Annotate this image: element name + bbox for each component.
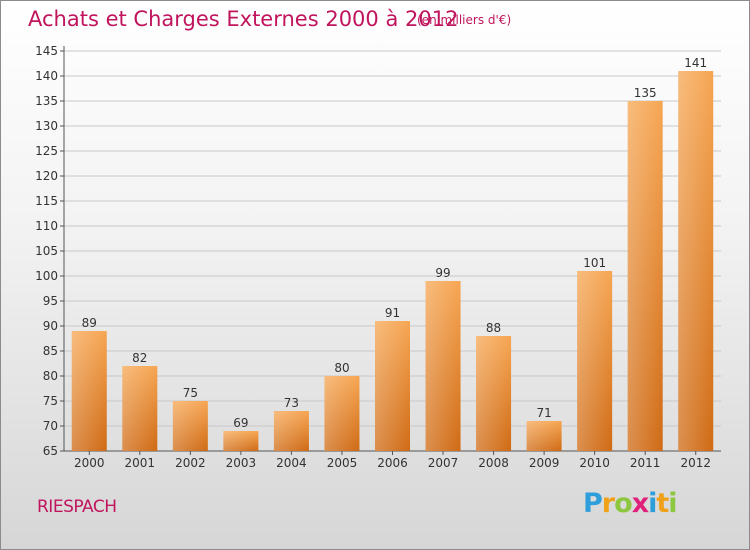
bar-value-label: 69 xyxy=(233,416,248,430)
bar-value-label: 135 xyxy=(634,86,657,100)
bar-highlight xyxy=(577,271,613,451)
bar-highlight xyxy=(476,336,512,451)
y-tick-label: 65 xyxy=(43,444,58,458)
proxiti-logo[interactable]: Proxiti xyxy=(583,488,678,519)
logo-letter: i xyxy=(648,488,657,519)
bar-value-label: 73 xyxy=(284,396,299,410)
y-tick-label: 85 xyxy=(43,344,58,358)
x-tick-label: 2005 xyxy=(327,456,358,470)
commune-name: RIESPACH xyxy=(37,497,117,517)
y-tick-label: 100 xyxy=(35,269,58,283)
bar-highlight xyxy=(425,281,461,451)
y-tick-label: 115 xyxy=(35,194,58,208)
x-tick-label: 2001 xyxy=(125,456,156,470)
logo-letter: i xyxy=(668,488,677,519)
y-tick-label: 140 xyxy=(35,69,58,83)
bar-value-label: 89 xyxy=(82,316,97,330)
y-tick-label: 135 xyxy=(35,94,58,108)
bar-value-label: 82 xyxy=(132,351,147,365)
x-tick-label: 2009 xyxy=(529,456,560,470)
bar-value-label: 75 xyxy=(183,386,198,400)
x-tick-label: 2000 xyxy=(74,456,105,470)
x-tick-label: 2010 xyxy=(579,456,610,470)
x-tick-label: 2004 xyxy=(276,456,307,470)
bar-highlight xyxy=(172,401,208,451)
chart-unit: (en milliers d'€) xyxy=(417,13,512,27)
bar-highlight xyxy=(273,411,309,451)
logo-letter: x xyxy=(631,488,649,519)
x-tick-label: 2011 xyxy=(630,456,661,470)
chart-title: Achats et Charges Externes 2000 à 2012 xyxy=(28,7,459,31)
logo-letter: r xyxy=(601,488,615,519)
y-tick-label: 70 xyxy=(43,419,58,433)
bar-value-label: 99 xyxy=(435,266,450,280)
bar-highlight xyxy=(678,71,714,451)
y-tick-label: 110 xyxy=(35,219,58,233)
bar-highlight xyxy=(71,331,107,451)
bar-highlight xyxy=(122,366,158,451)
y-tick-label: 80 xyxy=(43,369,58,383)
logo-letter: t xyxy=(656,488,669,519)
y-tick-labels: 65 70 75 80 85 90 95 100 105 110 115 120 125 130 135 14… xyxy=(35,44,58,458)
x-tick-label: 2007 xyxy=(428,456,459,470)
x-tick-labels: 2000 2001 2002 2003 2004 2005 2006 2007 2008 2009… xyxy=(74,451,711,470)
bar-value-label: 101 xyxy=(583,256,606,270)
bar-value-label: 88 xyxy=(486,321,501,335)
bar-value-label: 141 xyxy=(684,56,707,70)
data-labels: 89 82 75 69 73 80 91 99 88 71 101 135 141 xyxy=(82,56,708,430)
x-tick-label: 2002 xyxy=(175,456,206,470)
bar-highlight xyxy=(324,376,360,451)
bar-value-label: 71 xyxy=(536,406,551,420)
x-tick-label: 2008 xyxy=(478,456,509,470)
x-tick-label: 2012 xyxy=(680,456,711,470)
y-tick-label: 125 xyxy=(35,144,58,158)
x-tick-label: 2006 xyxy=(377,456,408,470)
bar-value-label: 91 xyxy=(385,306,400,320)
y-tick-label: 145 xyxy=(35,44,58,58)
bars xyxy=(71,71,714,451)
y-tick-label: 130 xyxy=(35,119,58,133)
y-tick-label: 75 xyxy=(43,394,58,408)
bar-highlight xyxy=(627,101,663,451)
bar-highlight xyxy=(526,421,562,451)
y-tick-label: 95 xyxy=(43,294,58,308)
bar-highlight xyxy=(223,431,259,451)
bar-value-label: 80 xyxy=(334,361,349,375)
logo-letter: o xyxy=(614,488,633,519)
bar-highlight xyxy=(375,321,410,451)
y-tick-label: 120 xyxy=(35,169,58,183)
logo-letter: P xyxy=(583,488,603,519)
y-tick-label: 90 xyxy=(43,319,58,333)
x-tick-label: 2003 xyxy=(226,456,257,470)
y-tick-label: 105 xyxy=(35,244,58,258)
